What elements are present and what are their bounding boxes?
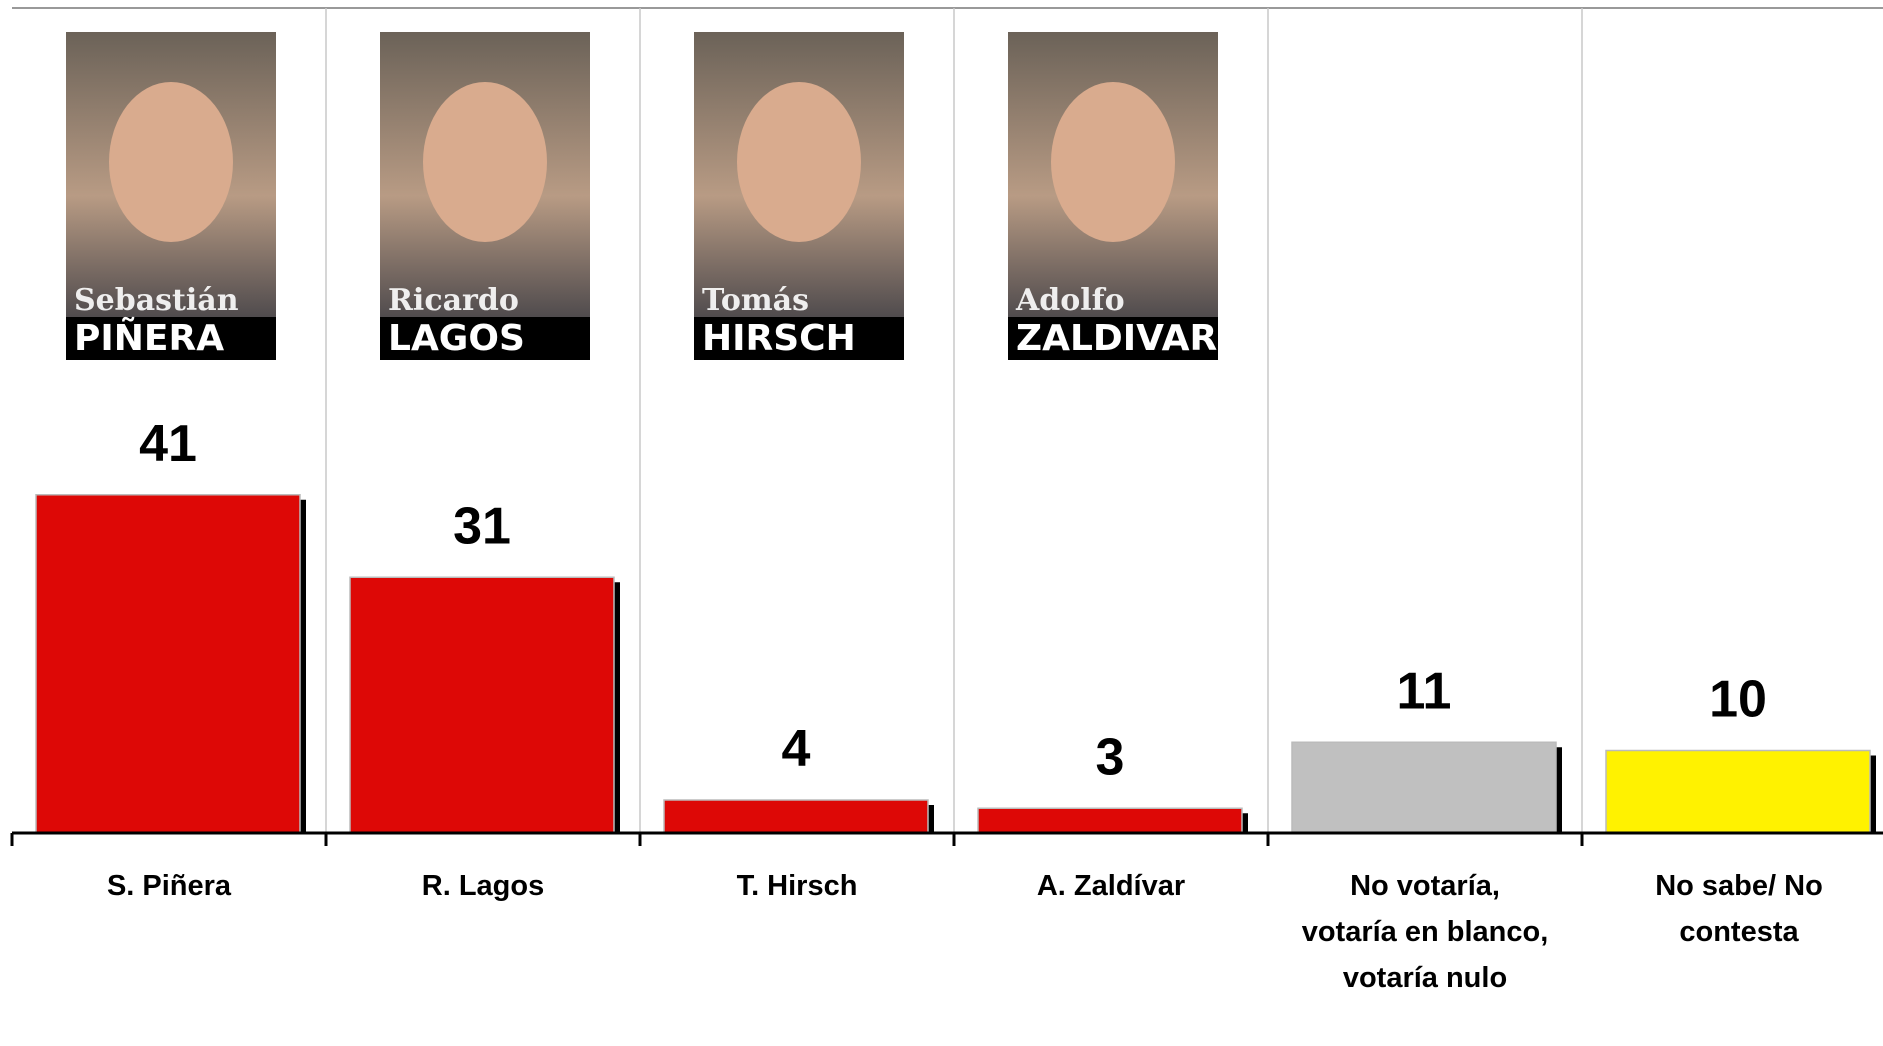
- x-tick-label-box: S. Piñera: [106, 870, 232, 902]
- value-label: 3: [1096, 728, 1125, 786]
- bar-shadow: [300, 499, 306, 833]
- x-tick-label: T. Hirsch: [736, 870, 858, 902]
- x-tick-label: S. Piñera: [106, 870, 232, 902]
- portrait-last-name: PIÑERA: [74, 317, 224, 359]
- x-tick-label-box: T. Hirsch: [736, 870, 858, 902]
- value-label: 11: [1397, 662, 1452, 720]
- portrait-face: [737, 82, 861, 242]
- x-tick-label-box: A. Zaldívar: [1036, 870, 1186, 902]
- portrait-banner: [66, 317, 276, 360]
- portrait-last-name: HIRSCH: [702, 318, 856, 359]
- x-tick-label: No votaría, votaría en blanco, votaría n…: [1301, 870, 1549, 994]
- portrait-first-name: Ricardo: [388, 283, 519, 318]
- portrait-first-name: Tomás: [702, 283, 809, 318]
- bar: [663, 799, 929, 834]
- value-label: 10: [1709, 671, 1767, 729]
- portrait-face: [1051, 82, 1175, 242]
- bar-shadow: [1242, 813, 1248, 833]
- portrait-first-name: Adolfo: [1015, 283, 1125, 318]
- portrait-banner: [1008, 317, 1218, 360]
- x-tick-label-box: R. Lagos: [421, 870, 545, 902]
- bar-shadow: [1870, 755, 1876, 833]
- x-tick-label-box: No votaría, votaría en blanco, votaría n…: [1301, 870, 1549, 994]
- value-label: 31: [453, 497, 511, 555]
- x-tick-label: A. Zaldívar: [1036, 870, 1186, 902]
- portrait-first-name: Sebastián: [74, 283, 239, 318]
- bar-shadow: [1556, 747, 1562, 833]
- portrait-last-name: LAGOS: [388, 318, 525, 359]
- bar-shadow: [614, 582, 620, 833]
- bar: [977, 807, 1243, 834]
- bar: [1605, 749, 1871, 834]
- x-tick-label: No sabe/ No contesta: [1655, 870, 1823, 948]
- bar: [1291, 741, 1557, 834]
- bar-shadow: [928, 805, 934, 833]
- portrait-face: [109, 82, 233, 242]
- x-tick-label-box: No sabe/ No contesta: [1655, 870, 1823, 948]
- portrait-face: [423, 82, 547, 242]
- value-label: 4: [782, 720, 811, 778]
- x-tick-label: R. Lagos: [421, 870, 545, 902]
- bar: [35, 494, 301, 834]
- portrait-last-name: ZALDIVAR: [1016, 318, 1217, 359]
- bar: [349, 576, 615, 834]
- value-label: 41: [139, 415, 197, 473]
- portrait-banner: [380, 317, 590, 360]
- portrait-banner: [694, 317, 904, 360]
